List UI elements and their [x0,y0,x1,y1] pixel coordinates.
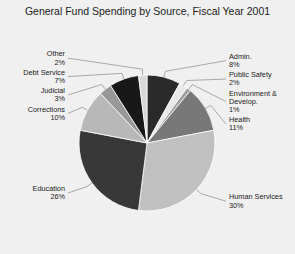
leader-line [68,107,87,113]
slice-label: Environment &Develop.1% [229,89,277,114]
leader-line [206,105,226,124]
slice-label: Admin.8% [229,52,252,69]
leader-line [68,58,143,75]
background [0,0,295,254]
leader-line [68,73,124,79]
labels: Admin.8%Public Safety2% Environment &Deve… [23,49,283,209]
pie-slice [111,76,147,143]
leader-line [164,61,226,77]
slice-label: Judicial3% [41,86,66,103]
leader-line [68,183,92,193]
leader-line [183,79,226,86]
slice-label: Education26% [33,184,66,201]
leader-line [68,85,105,95]
title: General Fund Spending by Source, Fiscal … [25,5,270,17]
leader-line [197,190,226,202]
slice-label: Public Safety2% [229,70,272,87]
pie [79,75,215,211]
chart: General Fund Spending by Source, Fiscal … [0,0,295,254]
slice-label: Human Services30% [229,192,283,209]
slice-label: Corrections10% [28,105,66,122]
pie-slice [79,130,147,210]
slice-label: Other2% [47,49,66,66]
pie-slice [138,75,147,143]
slice-label: Debt Service7% [23,68,65,85]
slice-label: Health11% [229,115,250,132]
leader-line [189,85,226,102]
pie-slice [138,130,215,211]
